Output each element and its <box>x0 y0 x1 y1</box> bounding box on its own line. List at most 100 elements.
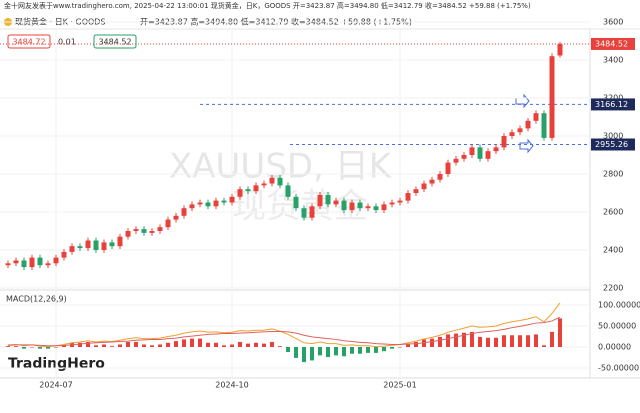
macd-bar <box>398 347 402 348</box>
macd-bar <box>238 341 242 347</box>
candle-body <box>373 206 379 211</box>
candle-body <box>165 219 171 228</box>
candle-body <box>13 260 19 264</box>
macd-bar <box>126 341 130 347</box>
macd-bar <box>526 335 530 347</box>
macd-bar <box>150 345 154 347</box>
macd-bar <box>310 347 314 361</box>
candle-body <box>101 242 107 250</box>
macd-bar <box>438 336 442 347</box>
macd-bar <box>534 334 538 347</box>
candle-body <box>77 246 83 249</box>
y-tick-label: 3400 <box>603 56 623 65</box>
candle-body <box>445 162 451 174</box>
caption: 金十网友发表于www.tradinghero.com, 2025-04-22 1… <box>4 1 531 10</box>
candle-body <box>221 200 227 203</box>
macd-title: MACD(12,26,9) <box>6 295 67 304</box>
candle-body <box>85 240 91 249</box>
candle-body <box>181 208 187 216</box>
candle-body <box>157 227 163 231</box>
macd-bar <box>286 347 290 353</box>
candle-body <box>309 206 315 218</box>
candle-body <box>109 242 115 247</box>
macd-bar <box>166 342 170 347</box>
candle-body <box>493 147 499 152</box>
macd-bar <box>350 347 354 354</box>
macd-bar <box>294 347 298 358</box>
macd-bar <box>22 347 26 349</box>
ask: 3484.52 <box>98 38 131 47</box>
macd-bar <box>118 344 122 347</box>
candle-body <box>341 200 347 211</box>
candle-body <box>173 215 179 220</box>
candle-body <box>397 200 403 203</box>
candle-body <box>405 193 411 201</box>
macd-bar <box>110 346 114 347</box>
macd-bar <box>102 344 106 347</box>
macd-bar <box>406 344 410 347</box>
macd-bar <box>382 347 386 352</box>
macd-bar <box>414 341 418 347</box>
macd-bar <box>214 342 218 347</box>
macd-bar <box>142 344 146 347</box>
candle-body <box>213 200 219 207</box>
x-tick-label: 2024-10 <box>215 381 248 390</box>
candle-body <box>389 202 395 205</box>
ask-box <box>93 34 137 49</box>
bid-box <box>7 34 51 49</box>
candle-body <box>189 204 195 209</box>
y-tick-label: -50.00000 <box>598 364 639 373</box>
price-label: 2955.26 <box>595 140 628 149</box>
candle-body <box>141 229 147 233</box>
macd-bar <box>326 347 330 358</box>
candle-body <box>29 257 35 268</box>
candle-body <box>205 202 211 207</box>
macd-bar <box>518 335 522 347</box>
candle-body <box>125 231 131 237</box>
y-tick-label: 3000 <box>603 132 623 141</box>
candle-body <box>117 236 123 247</box>
candle-body <box>501 136 507 148</box>
candle-body <box>437 174 443 180</box>
macd-bar <box>198 338 202 347</box>
y-tick-label: 100.00000 <box>598 301 640 310</box>
candle-body <box>229 196 235 203</box>
y-tick-label: 2600 <box>603 208 623 217</box>
y-tick-label: 3600 <box>603 18 623 27</box>
macd-bar <box>366 347 370 353</box>
macd-bar <box>558 318 562 347</box>
candle-body <box>45 263 51 266</box>
candle-body <box>237 189 243 197</box>
macd-bar <box>46 347 50 349</box>
candle-body <box>541 113 547 138</box>
macd-bar <box>302 347 306 363</box>
macd-bar <box>390 347 394 349</box>
macd-bar <box>78 342 82 347</box>
macd-bar <box>86 341 90 347</box>
bid: 3484.72 <box>12 38 45 47</box>
price-label-box <box>591 37 635 50</box>
candle-body <box>349 202 355 211</box>
candle-body <box>245 189 251 192</box>
macd-bar <box>494 337 498 347</box>
y-tick-label: 3200 <box>603 94 623 103</box>
candle-body <box>413 189 419 193</box>
macd-bar <box>478 336 482 347</box>
candle-body <box>317 194 323 207</box>
y-tick-label: 2400 <box>603 246 623 255</box>
macd-bar <box>510 335 514 347</box>
macd-bar <box>486 337 490 347</box>
candle-body <box>149 231 155 233</box>
spread: 0.01 <box>58 38 76 47</box>
y-tick-label: 2200 <box>603 284 623 293</box>
candle-body <box>325 194 331 205</box>
y-tick-label: 0.00000 <box>598 343 631 352</box>
macd-bar <box>374 347 378 353</box>
x-tick-label: 2025-01 <box>383 381 416 390</box>
macd-bar <box>358 347 362 354</box>
macd-bar <box>254 342 258 347</box>
macd-bar <box>454 333 458 347</box>
macd-line <box>7 316 561 347</box>
macd-bar <box>230 344 234 347</box>
